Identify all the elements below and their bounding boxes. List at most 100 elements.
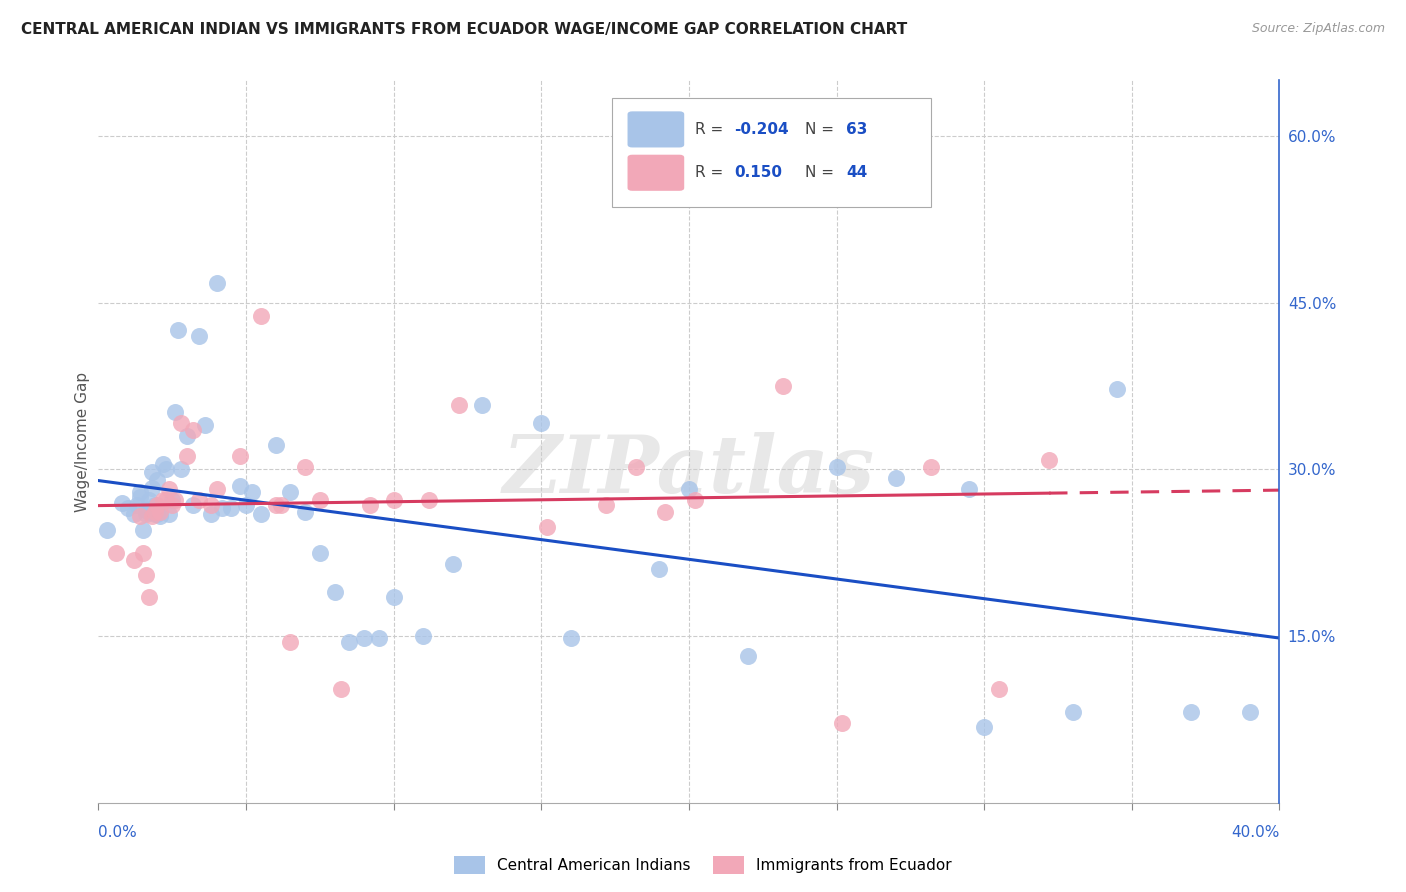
- Point: [530, 416, 553, 430]
- Point: [157, 483, 180, 497]
- Point: [1239, 705, 1261, 719]
- Point: [141, 508, 163, 523]
- Y-axis label: Wage/Income Gap: Wage/Income Gap: [75, 371, 90, 512]
- Point: [382, 590, 405, 604]
- Point: [167, 323, 190, 337]
- Point: [825, 460, 848, 475]
- Point: [165, 404, 187, 418]
- Text: 0.150: 0.150: [734, 165, 782, 180]
- Point: [240, 484, 263, 499]
- Point: [323, 584, 346, 599]
- Point: [122, 553, 145, 567]
- Point: [165, 493, 187, 508]
- Point: [141, 465, 163, 479]
- Point: [418, 493, 440, 508]
- Point: [884, 471, 907, 485]
- Point: [678, 483, 700, 497]
- Point: [155, 493, 177, 508]
- Point: [138, 493, 160, 508]
- Point: [138, 590, 160, 604]
- Point: [270, 498, 292, 512]
- Point: [723, 162, 745, 177]
- Point: [157, 507, 180, 521]
- Point: [128, 490, 150, 504]
- Point: [181, 498, 204, 512]
- Point: [187, 493, 209, 508]
- Point: [1107, 382, 1129, 396]
- Point: [221, 501, 243, 516]
- Point: [280, 634, 302, 648]
- Point: [128, 508, 150, 523]
- Point: [447, 398, 470, 412]
- Point: [737, 649, 759, 664]
- Point: [560, 632, 582, 646]
- Point: [194, 417, 217, 432]
- Point: [135, 568, 157, 582]
- Point: [654, 505, 676, 519]
- Point: [181, 424, 204, 438]
- Text: 0.0%: 0.0%: [98, 825, 138, 840]
- Point: [152, 493, 174, 508]
- Point: [294, 505, 316, 519]
- Point: [229, 479, 252, 493]
- Point: [200, 498, 222, 512]
- Point: [105, 546, 128, 560]
- Text: ZIPatlas: ZIPatlas: [503, 432, 875, 509]
- Point: [441, 557, 464, 571]
- Point: [235, 498, 257, 512]
- Point: [143, 498, 166, 512]
- Point: [143, 505, 166, 519]
- Point: [170, 462, 193, 476]
- Text: 63: 63: [846, 122, 868, 136]
- Point: [138, 505, 160, 519]
- Point: [132, 524, 155, 538]
- Point: [353, 632, 375, 646]
- Point: [162, 493, 184, 508]
- Point: [170, 416, 193, 430]
- Point: [959, 483, 981, 497]
- Point: [280, 484, 302, 499]
- Point: [128, 484, 150, 499]
- Point: [155, 462, 177, 476]
- Point: [135, 507, 157, 521]
- FancyBboxPatch shape: [627, 154, 685, 191]
- Point: [135, 503, 157, 517]
- Point: [368, 632, 391, 646]
- Point: [152, 457, 174, 471]
- Point: [831, 715, 853, 730]
- Text: 44: 44: [846, 165, 868, 180]
- Point: [149, 505, 172, 519]
- Point: [146, 474, 169, 488]
- Point: [772, 379, 794, 393]
- Legend: Central American Indians, Immigrants from Ecuador: Central American Indians, Immigrants fro…: [449, 850, 957, 880]
- Point: [229, 449, 252, 463]
- Point: [143, 507, 166, 521]
- Point: [250, 507, 273, 521]
- Point: [329, 682, 352, 697]
- Point: [1062, 705, 1084, 719]
- Text: R =: R =: [695, 165, 733, 180]
- Point: [382, 493, 405, 508]
- Point: [176, 449, 198, 463]
- Point: [988, 682, 1011, 697]
- Point: [117, 501, 139, 516]
- Text: Source: ZipAtlas.com: Source: ZipAtlas.com: [1251, 22, 1385, 36]
- Point: [200, 507, 222, 521]
- Text: R =: R =: [695, 122, 728, 136]
- Point: [294, 460, 316, 475]
- Point: [595, 498, 617, 512]
- Text: CENTRAL AMERICAN INDIAN VS IMMIGRANTS FROM ECUADOR WAGE/INCOME GAP CORRELATION C: CENTRAL AMERICAN INDIAN VS IMMIGRANTS FR…: [21, 22, 907, 37]
- Point: [205, 276, 228, 290]
- Point: [973, 720, 995, 734]
- Point: [920, 460, 942, 475]
- Text: N =: N =: [804, 122, 838, 136]
- Point: [176, 429, 198, 443]
- Point: [1038, 453, 1060, 467]
- Point: [536, 520, 558, 534]
- Point: [125, 498, 148, 512]
- Point: [187, 329, 209, 343]
- Point: [309, 546, 332, 560]
- Point: [1180, 705, 1202, 719]
- Point: [132, 546, 155, 560]
- Point: [250, 309, 273, 323]
